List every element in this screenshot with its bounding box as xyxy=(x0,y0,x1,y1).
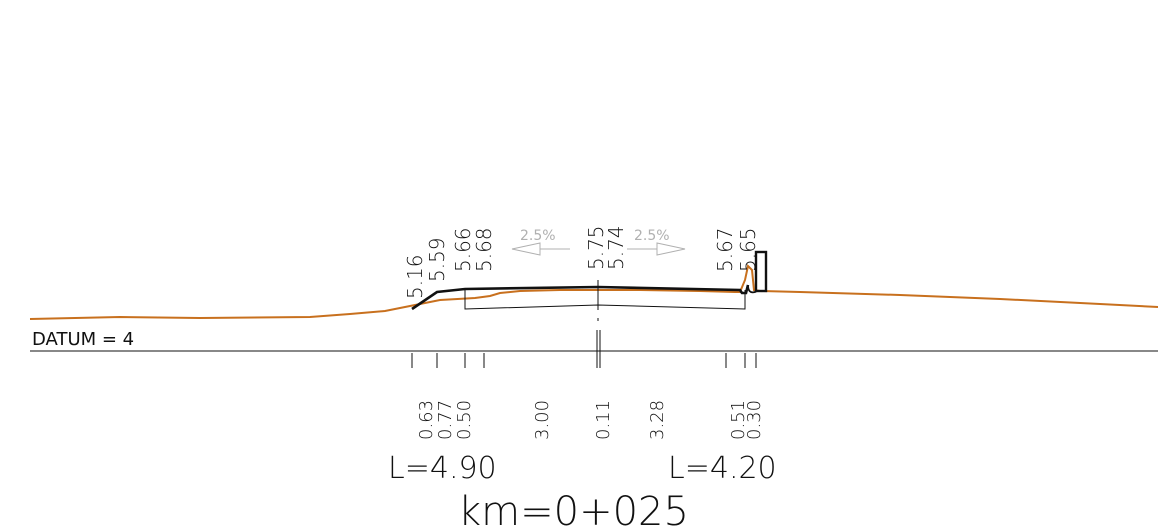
elevation-label: 5.16 xyxy=(403,254,427,299)
elevation-label: 5.65 xyxy=(736,227,760,272)
slope-right-label: 2.5% xyxy=(634,228,670,244)
offset-label: 0.63 xyxy=(416,400,437,440)
offset-label: 3.28 xyxy=(647,400,668,440)
offset-label: 0.11 xyxy=(593,400,614,440)
elevation-label: 5.74 xyxy=(604,225,628,270)
station-label: km=0+025 xyxy=(458,489,689,530)
curb-footing xyxy=(747,284,758,294)
elevation-label: 5.67 xyxy=(713,227,737,272)
offset-label: 0.50 xyxy=(454,400,475,440)
offset-label: 0.77 xyxy=(435,400,456,440)
offset-label: 0.51 xyxy=(728,400,749,440)
slope-arrow-right xyxy=(627,242,686,256)
offset-ticks xyxy=(411,353,757,368)
offset-label: 3.00 xyxy=(532,400,553,440)
curb-block xyxy=(754,250,768,293)
slope-left-label: 2.5% xyxy=(520,228,556,244)
offset-label: 0.30 xyxy=(744,400,765,440)
slope-arrow-left xyxy=(511,242,570,256)
elevation-label: 5.68 xyxy=(472,227,496,272)
existing-ground-line xyxy=(29,263,1158,320)
elevation-label: 5.59 xyxy=(425,237,449,282)
left-length-label: L=4.90 xyxy=(388,451,497,486)
right-length-label: L=4.20 xyxy=(668,451,777,486)
datum-label: DATUM = 4 xyxy=(32,329,134,350)
elevation-label: 5.75 xyxy=(584,225,608,270)
elevation-label: 5.66 xyxy=(451,227,475,272)
